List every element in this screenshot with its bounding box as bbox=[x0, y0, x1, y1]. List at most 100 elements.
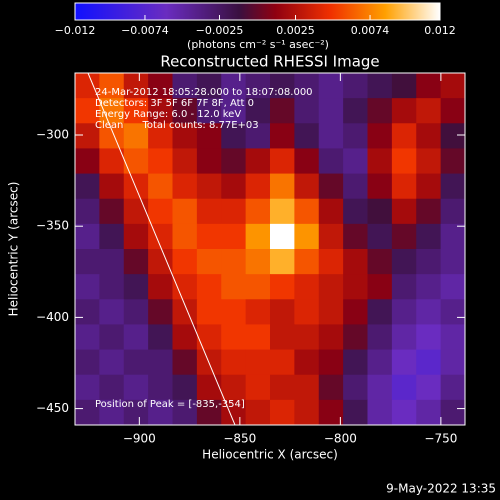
heat-cell bbox=[148, 399, 173, 426]
colorbar-tick-label: −0.012 bbox=[55, 24, 96, 37]
heat-cell bbox=[343, 349, 368, 376]
colorbar-tick-label: 0.0025 bbox=[276, 24, 315, 37]
colorbar bbox=[74, 2, 441, 21]
heat-cell bbox=[416, 274, 442, 300]
heat-cell bbox=[99, 324, 125, 351]
heat-cell bbox=[221, 324, 247, 351]
heat-cell bbox=[367, 98, 393, 124]
heat-cell bbox=[75, 73, 100, 99]
heat-cell bbox=[196, 274, 222, 300]
heat-cell bbox=[123, 223, 149, 250]
heat-cell bbox=[196, 299, 222, 325]
heat-cell bbox=[367, 123, 393, 149]
heat-cell bbox=[318, 173, 344, 200]
heat-cell bbox=[148, 374, 173, 401]
heat-cell bbox=[367, 198, 393, 225]
heat-cell bbox=[294, 198, 320, 225]
heat-cell bbox=[196, 249, 222, 275]
heat-cell bbox=[148, 148, 173, 175]
heat-cell bbox=[99, 223, 125, 250]
heat-cell bbox=[440, 274, 466, 300]
heat-cell bbox=[391, 324, 417, 351]
heat-cell bbox=[172, 98, 198, 124]
heat-cell bbox=[294, 399, 320, 426]
heat-cell bbox=[318, 123, 344, 149]
heat-cell bbox=[367, 274, 393, 300]
heat-cell bbox=[99, 173, 125, 200]
heat-cell bbox=[148, 73, 173, 99]
heat-cell bbox=[123, 374, 149, 401]
heat-cell bbox=[221, 198, 247, 225]
heat-cell bbox=[343, 98, 368, 124]
heat-cell bbox=[148, 274, 173, 300]
heat-cell bbox=[245, 223, 271, 250]
heat-cell bbox=[75, 374, 100, 401]
annotation: Energy Range: 6.0 - 12.0 keV bbox=[95, 109, 241, 120]
annotation: Clean Total counts: 8.77E+03 bbox=[95, 120, 259, 131]
heat-cell bbox=[270, 324, 295, 351]
heat-cell bbox=[391, 274, 417, 300]
heat-cell bbox=[123, 73, 149, 99]
heat-cell bbox=[270, 223, 295, 250]
heat-cell bbox=[440, 299, 466, 325]
heat-cell bbox=[391, 148, 417, 175]
heat-cell bbox=[75, 198, 100, 225]
chart-title: Reconstructed RHESSI Image bbox=[160, 53, 379, 71]
heat-cell bbox=[294, 223, 320, 250]
heat-cell bbox=[416, 374, 442, 401]
heat-cell bbox=[440, 399, 466, 426]
heat-cell bbox=[416, 249, 442, 275]
heat-cell bbox=[294, 98, 320, 124]
heat-cell bbox=[367, 73, 393, 99]
heat-cell bbox=[294, 374, 320, 401]
heat-cell bbox=[318, 249, 344, 275]
heat-cell bbox=[440, 249, 466, 275]
heat-cell bbox=[416, 123, 442, 149]
colorbar-tick-label: −0.0074 bbox=[121, 24, 169, 37]
heat-cell bbox=[318, 324, 344, 351]
heat-cell bbox=[294, 349, 320, 376]
heat-cell bbox=[367, 324, 393, 351]
heat-cell bbox=[99, 374, 125, 401]
heat-cell bbox=[148, 324, 173, 351]
heat-cell bbox=[391, 299, 417, 325]
x-tick-label: −900 bbox=[123, 432, 156, 446]
heat-cell bbox=[270, 399, 295, 426]
peak-label: Position of Peak = [-835,-354] bbox=[95, 399, 245, 410]
heat-cell bbox=[245, 324, 271, 351]
heat-cell bbox=[440, 198, 466, 225]
heat-cell bbox=[148, 349, 173, 376]
heat-cell bbox=[440, 223, 466, 250]
heat-cell bbox=[99, 349, 125, 376]
heat-cell bbox=[294, 148, 320, 175]
heat-cell bbox=[294, 249, 320, 275]
heat-cell bbox=[75, 299, 100, 325]
x-tick-label: −850 bbox=[223, 432, 256, 446]
heat-cell bbox=[270, 98, 295, 124]
heat-cell bbox=[245, 73, 271, 99]
heat-cell bbox=[221, 374, 247, 401]
heat-cell bbox=[318, 148, 344, 175]
heat-cell bbox=[196, 148, 222, 175]
heat-cell bbox=[99, 274, 125, 300]
heat-cell bbox=[367, 148, 393, 175]
heat-cell bbox=[367, 349, 393, 376]
heat-cell bbox=[123, 274, 149, 300]
x-axis-label: Heliocentric X (arcsec) bbox=[202, 448, 338, 462]
heat-cell bbox=[318, 349, 344, 376]
heat-cell bbox=[416, 73, 442, 99]
heat-cell bbox=[99, 299, 125, 325]
heat-cell bbox=[343, 73, 368, 99]
heat-cell bbox=[318, 399, 344, 426]
heat-cell bbox=[123, 324, 149, 351]
heat-cell bbox=[270, 249, 295, 275]
y-tick-label: −300 bbox=[36, 128, 69, 142]
heat-cell bbox=[391, 223, 417, 250]
heat-cell bbox=[75, 399, 100, 426]
heat-cell bbox=[148, 98, 173, 124]
heat-cell bbox=[391, 73, 417, 99]
heat-cell bbox=[221, 73, 247, 99]
heat-cell bbox=[270, 198, 295, 225]
heat-cell bbox=[245, 274, 271, 300]
